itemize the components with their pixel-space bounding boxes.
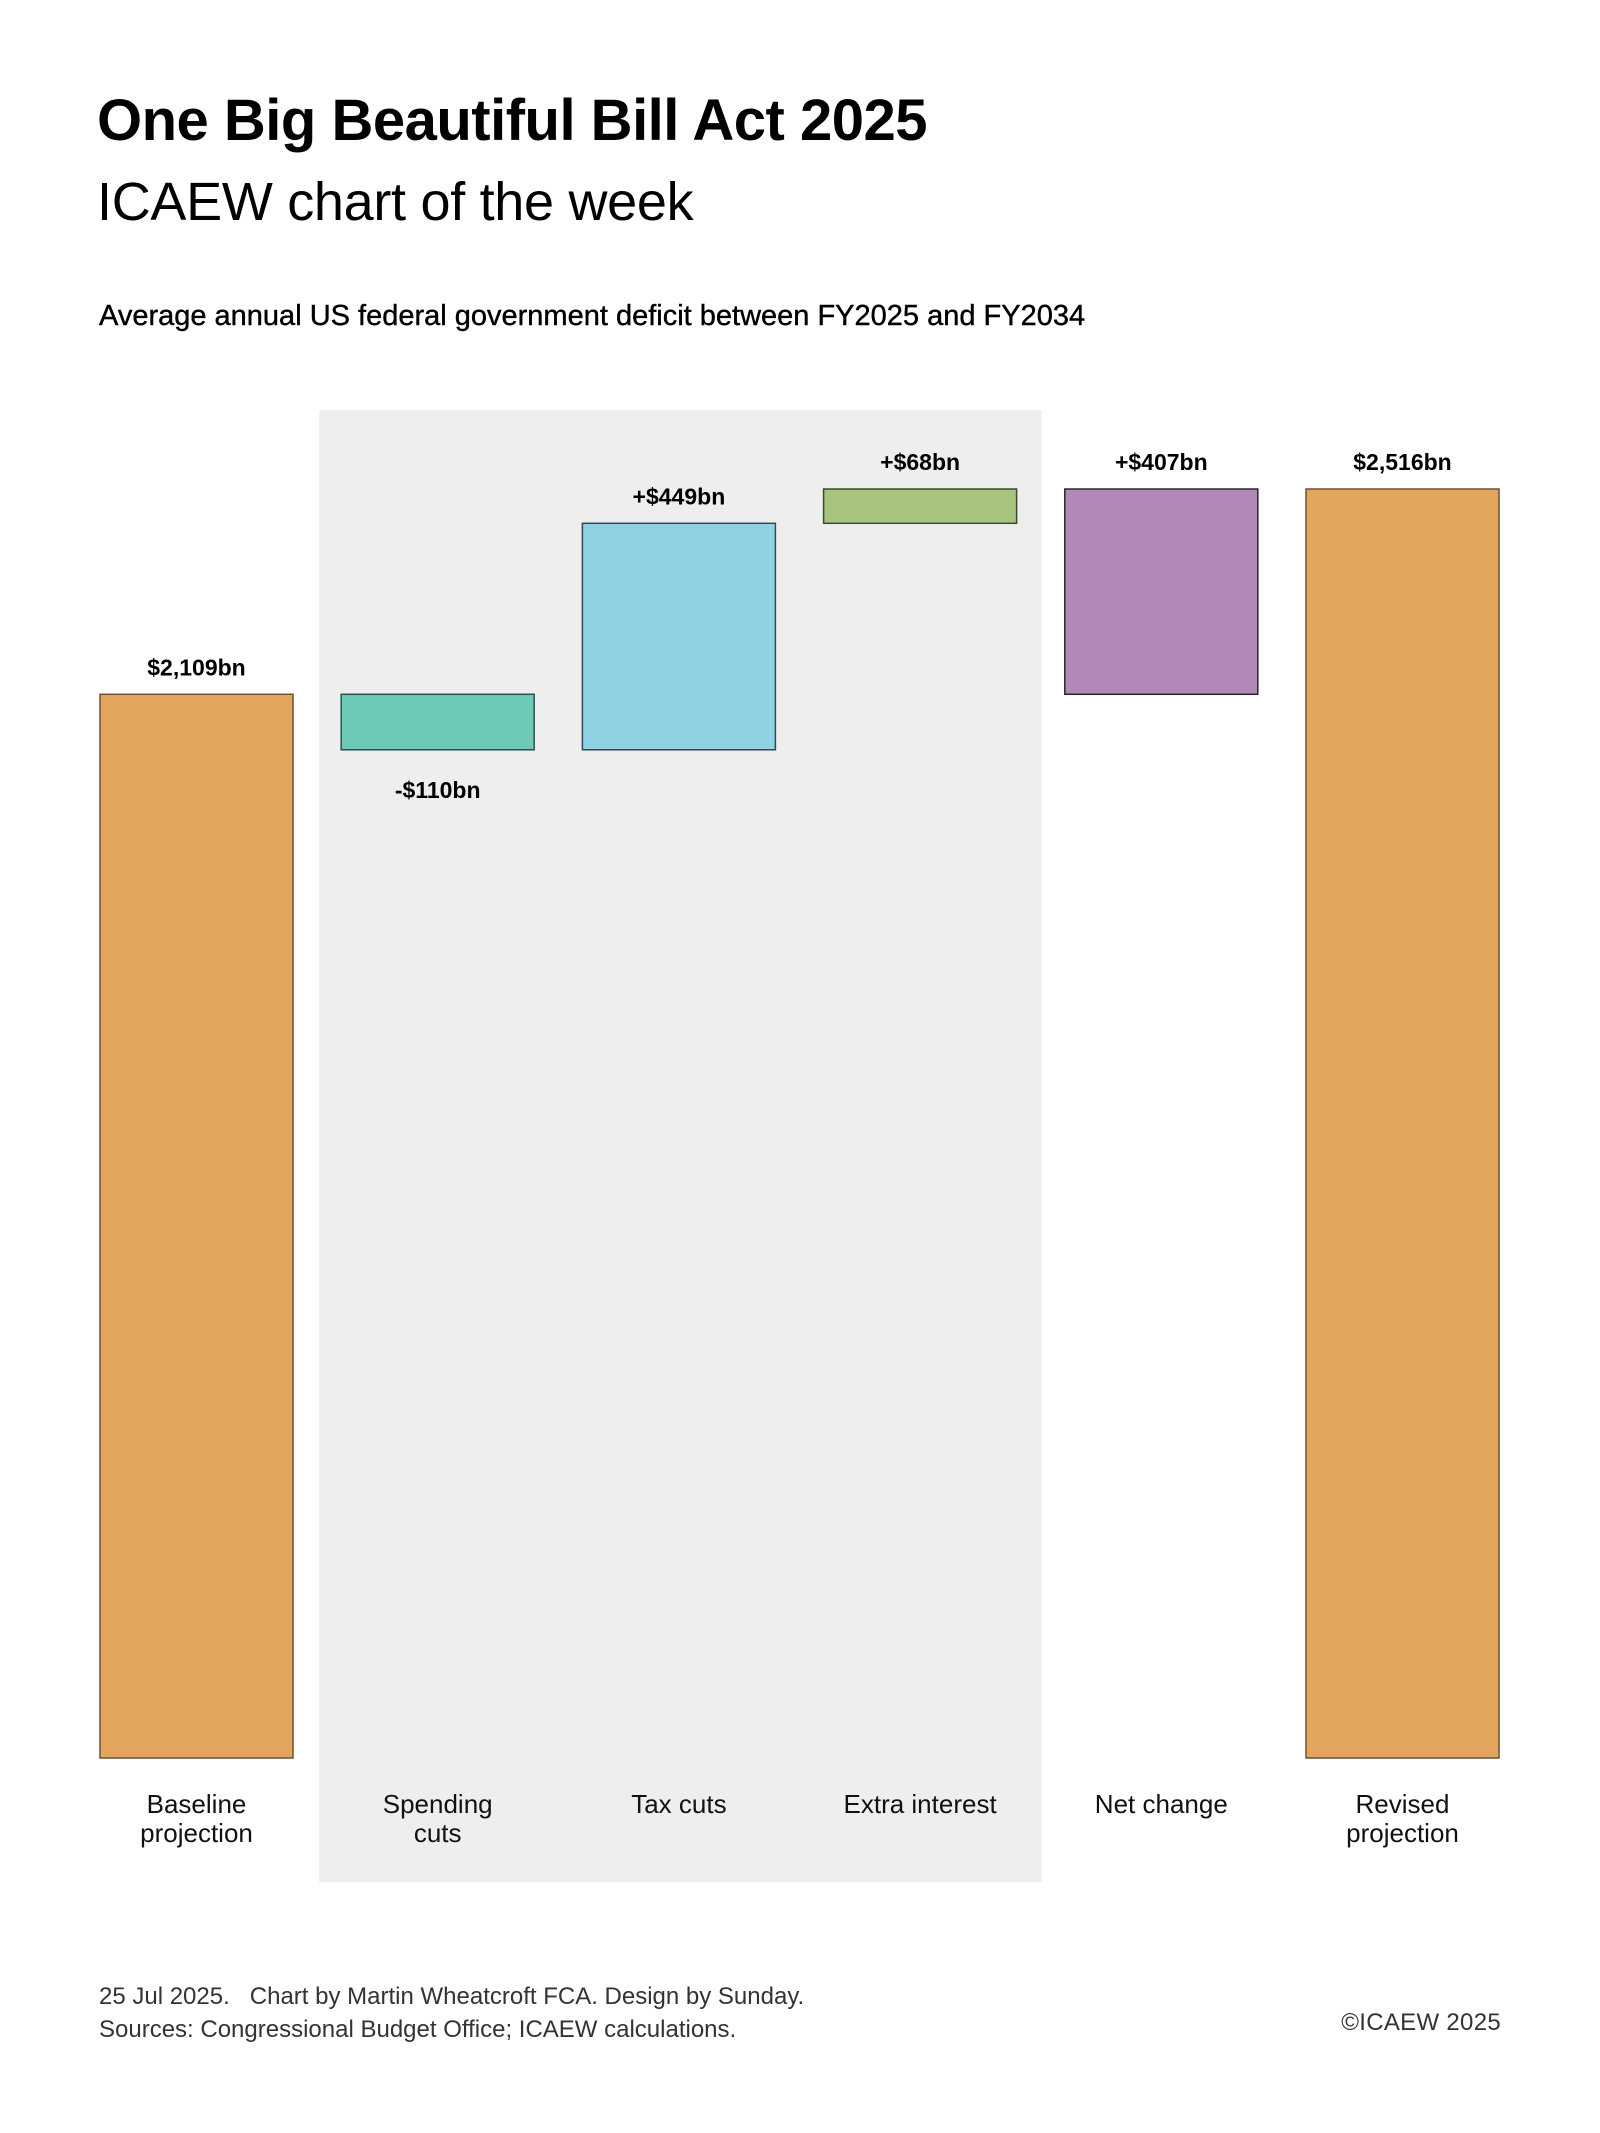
footer-credits: 25 Jul 2025. Chart by Martin Wheatcroft … <box>99 1983 805 2010</box>
value-label: +$449bn <box>633 483 726 509</box>
value-label: $2,516bn <box>1353 449 1451 475</box>
bar-revised-projection <box>1305 488 1500 1759</box>
value-label: +$407bn <box>1115 449 1208 475</box>
value-label: +$68bn <box>880 449 960 475</box>
bar-net-change <box>1064 488 1259 696</box>
chart-title: Average annual US federal government def… <box>99 300 1086 332</box>
bar-spending-cuts <box>340 693 535 751</box>
footer: 25 Jul 2025. Chart by Martin Wheatcroft … <box>99 1980 804 2046</box>
category-label: Revised <box>1356 1789 1450 1819</box>
category-label: cuts <box>414 1818 462 1848</box>
page-title: One Big Beautiful Bill Act 2025 <box>97 88 927 153</box>
value-label: -$110bn <box>395 777 481 803</box>
value-labels-group: $2,109bn -$110bn +$449bn +$68bn +$407bn $2,51… <box>147 449 1451 803</box>
category-label: projection <box>1346 1818 1459 1848</box>
bar-baseline-projection <box>99 693 294 1759</box>
category-label: Spending <box>383 1789 493 1819</box>
category-label: Tax cuts <box>631 1789 726 1819</box>
category-label: Extra interest <box>844 1789 998 1819</box>
bars-group <box>99 488 1500 1759</box>
bar-extra-interest <box>822 488 1018 525</box>
footer-sources: Sources: Congressional Budget Office; IC… <box>99 2016 737 2043</box>
copyright: ©ICAEW 2025 <box>1341 2009 1501 2036</box>
value-label: $2,109bn <box>147 654 245 680</box>
category-label: projection <box>140 1818 253 1848</box>
page-subtitle: ICAEW chart of the week <box>97 172 694 232</box>
bar-tax-cuts <box>581 522 777 751</box>
category-label: Net change <box>1095 1789 1228 1819</box>
category-label: Baseline <box>147 1789 247 1819</box>
